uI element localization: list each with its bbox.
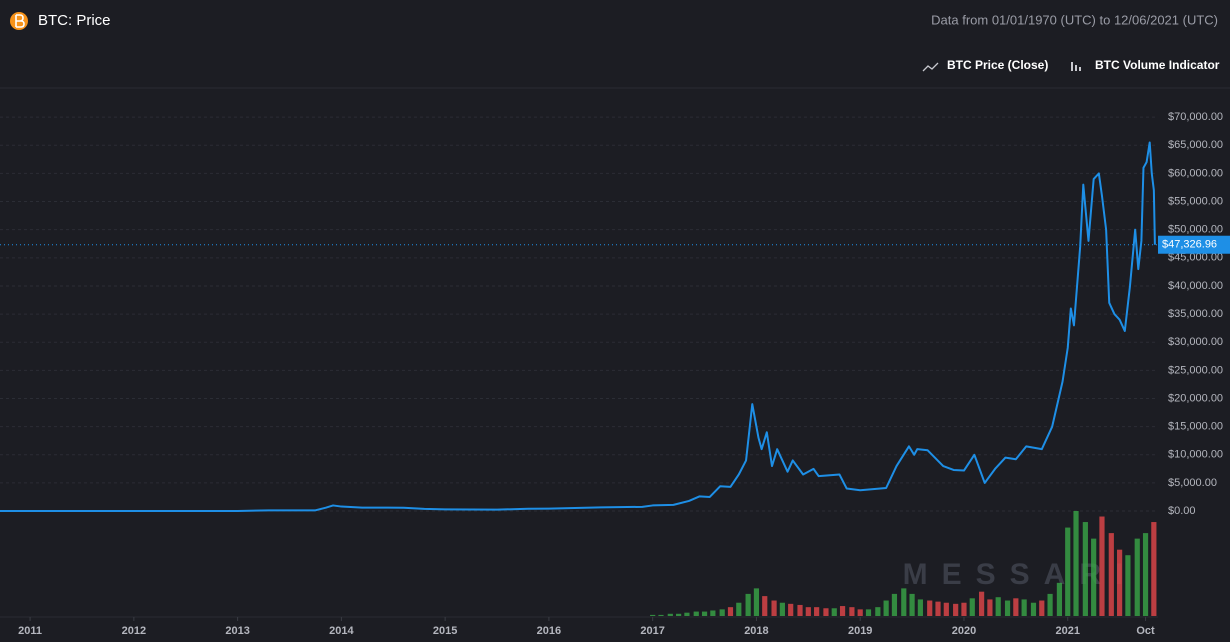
last-price-label: $47,326.96 xyxy=(1162,239,1217,251)
y-tick-label: $40,000.00 xyxy=(1168,280,1223,292)
y-tick-label: $30,000.00 xyxy=(1168,336,1223,348)
y-tick-label: $10,000.00 xyxy=(1168,449,1223,461)
chart-title: BTC: Price xyxy=(38,12,111,29)
volume-bar xyxy=(701,611,708,616)
volume-bar xyxy=(1091,538,1097,616)
volume-bar xyxy=(1056,582,1063,616)
volume-bar xyxy=(823,608,829,616)
volume-bar xyxy=(1142,533,1149,616)
volume-bar xyxy=(849,607,855,616)
x-tick-label: 2017 xyxy=(640,625,664,637)
volume-bar xyxy=(753,588,760,616)
volume-bar xyxy=(935,601,941,616)
legend-label[interactable]: BTC Price (Close) xyxy=(947,58,1048,72)
x-tick-label: 2019 xyxy=(848,625,872,637)
volume-bar xyxy=(658,614,664,616)
y-tick-label: $20,000.00 xyxy=(1168,392,1223,404)
volume-bar xyxy=(1039,600,1045,616)
volume-bar xyxy=(909,593,915,616)
volume-bar xyxy=(719,609,725,616)
volume-bar xyxy=(1108,533,1114,616)
volume-bar xyxy=(865,609,872,616)
volume-bar xyxy=(788,603,794,616)
y-tick-label: $0.00 xyxy=(1168,505,1196,517)
x-tick-label: 2020 xyxy=(952,625,976,637)
volume-bar xyxy=(917,599,923,616)
x-tick-label: 2011 xyxy=(18,625,42,637)
volume-bar xyxy=(805,607,811,616)
volume-bar xyxy=(693,611,699,616)
volume-bar xyxy=(995,597,1001,616)
volume-bar xyxy=(901,588,907,616)
price-line xyxy=(0,141,1156,513)
x-tick-label: 2012 xyxy=(122,625,146,637)
volume-bar xyxy=(891,593,898,616)
volume-bar xyxy=(927,600,933,616)
volume-bar xyxy=(1117,549,1123,616)
volume-bar xyxy=(745,593,751,616)
legend-line-icon xyxy=(922,62,939,72)
volume-bar xyxy=(1047,593,1053,616)
volume-bar xyxy=(839,606,846,616)
legend-label[interactable]: BTC Volume Indicator xyxy=(1095,58,1220,72)
x-tick-label: 2016 xyxy=(537,625,561,637)
y-tick-label: $50,000.00 xyxy=(1168,224,1223,236)
volume-bar xyxy=(987,599,993,616)
x-tick-label: 2018 xyxy=(744,625,768,637)
btc-icon-glyph xyxy=(15,14,25,28)
volume-bar xyxy=(736,602,742,616)
volume-bar xyxy=(1099,516,1105,616)
volume-bar xyxy=(1030,602,1037,616)
x-tick-label: 2021 xyxy=(1055,625,1079,637)
volume-bar xyxy=(1021,599,1027,616)
volume-bar xyxy=(961,602,967,616)
volume-bar xyxy=(857,609,863,616)
volume-bar xyxy=(684,612,690,616)
y-tick-label: $25,000.00 xyxy=(1168,364,1223,376)
volume-bar xyxy=(771,600,777,616)
y-tick-label: $5,000.00 xyxy=(1168,477,1217,489)
x-tick-label: 2015 xyxy=(433,625,457,637)
volume-bar xyxy=(676,613,682,616)
volume-bar xyxy=(797,604,803,616)
y-tick-label: $70,000.00 xyxy=(1168,111,1223,123)
volume-bar xyxy=(979,591,985,616)
last-price-box xyxy=(1158,235,1230,254)
y-tick-label: $60,000.00 xyxy=(1168,167,1223,179)
volume-bar xyxy=(1134,538,1140,616)
volume-bar xyxy=(1065,527,1071,616)
legend-bar-icon xyxy=(1071,62,1081,71)
chart-subtitle: Data from 01/01/1970 (UTC) to 12/06/2021… xyxy=(931,12,1218,27)
volume-bar xyxy=(779,602,785,616)
y-tick-label: $65,000.00 xyxy=(1168,139,1223,151)
volume-bar xyxy=(883,600,889,616)
volume-bar xyxy=(1004,600,1011,616)
volume-bar xyxy=(943,602,949,616)
volume-bar xyxy=(814,607,820,616)
y-tick-label: $55,000.00 xyxy=(1168,195,1223,207)
volume-bar xyxy=(831,608,837,616)
x-tick-label: 2014 xyxy=(329,625,354,637)
volume-bar xyxy=(1013,598,1019,616)
volume-bar xyxy=(1073,511,1079,616)
y-tick-label: $45,000.00 xyxy=(1168,252,1223,264)
y-tick-label: $15,000.00 xyxy=(1168,421,1223,433)
volume-bar xyxy=(1082,522,1088,616)
volume-bar xyxy=(727,607,734,616)
volume-bar xyxy=(969,598,975,616)
x-tick-label: 2013 xyxy=(225,625,249,637)
volume-bar xyxy=(1125,555,1131,616)
volume-bar xyxy=(953,603,959,616)
volume-bar xyxy=(710,610,716,616)
x-tick-label: Oct xyxy=(1136,625,1155,637)
volume-bar xyxy=(650,614,656,616)
volume-bar xyxy=(1151,522,1157,616)
y-tick-label: $35,000.00 xyxy=(1168,308,1223,320)
volume-bar xyxy=(762,596,768,616)
volume-bar xyxy=(667,613,673,616)
volume-bar xyxy=(875,607,881,616)
